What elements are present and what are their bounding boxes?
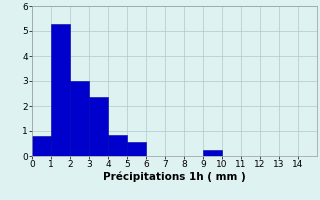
Bar	[89, 97, 108, 156]
Bar	[203, 150, 222, 156]
Bar	[127, 142, 146, 156]
Bar	[32, 136, 51, 156]
Bar	[70, 81, 89, 156]
Bar	[51, 23, 70, 156]
Bar	[108, 135, 127, 156]
X-axis label: Précipitations 1h ( mm ): Précipitations 1h ( mm )	[103, 172, 246, 182]
